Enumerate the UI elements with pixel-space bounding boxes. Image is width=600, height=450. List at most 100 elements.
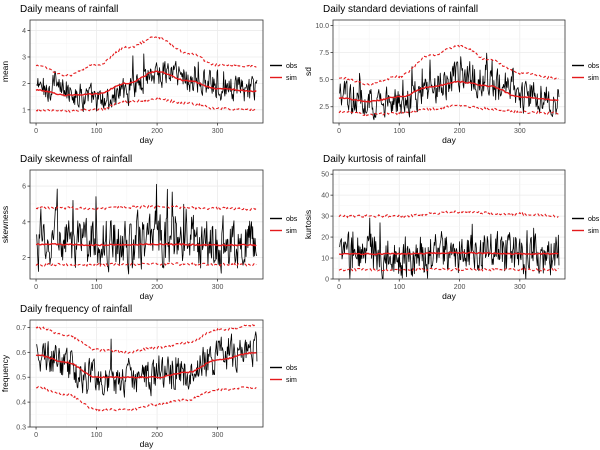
plot-area [338,209,560,279]
legend-sim-label: sim [286,377,297,384]
y-tick-label: 2.5 [319,104,329,111]
x-tick-label: 300 [514,128,526,135]
legend-obs-label: obs [286,216,298,223]
y-axis-label: kurtosis [303,210,313,239]
x-tick-label: 0 [34,284,38,291]
sim-bound-line [338,44,559,86]
plot-area [338,44,560,121]
obs-line [36,53,258,112]
sim-bound-line [338,104,559,117]
panel-title: Daily standard deviations of rainfall [323,4,478,15]
x-axis-label: day [140,135,154,145]
legend-obs-label: obs [588,63,600,70]
gridlines [30,170,263,279]
y-tick-label: 5.0 [319,77,329,84]
panel-title: Daily means of rainfall [20,4,118,15]
y-axis-label: frequency [0,354,10,392]
sim-median-line [35,70,257,97]
legend-obs-label: obs [286,63,298,70]
y-tick-label: 7.5 [319,50,329,57]
obs-line [36,183,258,275]
legend-obs-label: obs [286,365,298,372]
obs-line [339,52,560,121]
sim-bound-line [35,261,257,268]
legend: obs sim [270,216,298,235]
panel-skewness: 0 100 200 300 2 4 6 Daily skewness of rainfall d… [0,154,298,301]
sim-bound-line [35,35,257,77]
x-tick-label: 0 [34,432,38,439]
x-tick-label: 200 [454,284,466,291]
sim-median-line [339,251,559,256]
y-tick-label: 30 [321,214,329,221]
sim-median-line [35,351,257,379]
panel-border [29,319,264,428]
x-tick-label: 200 [151,128,163,135]
y-tick-label: 1 [22,107,26,114]
y-axis-label: skewness [0,206,10,243]
x-tick-label: 200 [454,128,466,135]
panel-border [29,19,264,124]
gridlines [333,20,565,123]
sim-bound-line [35,385,257,412]
panel-mean: 0 100 200 300 1 2 3 4 Daily means of rainfall day… [0,4,298,145]
plot-area [35,35,258,114]
legend-sim-label: sim [286,228,297,235]
sim-bound-line [35,97,257,114]
legend: obs sim [270,365,298,384]
plot-area [35,183,258,275]
y-axis-label: sd [303,67,313,76]
x-axis-label: day [140,439,154,449]
y-tick-label: 0.5 [16,375,26,382]
x-tick-label: 0 [337,128,341,135]
sim-bound-line [338,209,559,219]
y-tick-label: 6 [22,184,26,191]
panel-title: Daily kurtosis of rainfall [323,154,426,165]
y-tick-label: 4 [22,219,26,226]
x-tick-label: 100 [393,128,405,135]
x-axis-label: day [140,291,154,301]
y-tick-label: 2 [22,81,26,88]
y-tick-label: 0.4 [16,400,26,407]
gridlines [30,20,263,123]
y-tick-label: 0.3 [16,425,26,432]
y-tick-label: 20 [321,235,329,242]
obs-line [36,331,258,398]
legend: obs sim [572,63,600,82]
y-axis-label: mean [0,61,10,83]
plot-area [35,323,258,412]
y-tick-label: 40 [321,193,329,200]
legend: obs sim [572,216,600,235]
sim-bound-line [35,323,257,355]
sim-median-line [35,242,257,247]
y-tick-label: 10.0 [315,23,329,30]
x-tick-label: 100 [91,128,103,135]
x-tick-label: 100 [91,432,103,439]
y-tick-label: 2 [22,255,26,262]
panel-border [29,169,264,280]
panel-kurtosis: 0 100 200 300 0 10 20 30 40 50 Daily kurtosis of r… [303,154,600,301]
y-tick-label: 50 [321,172,329,179]
panel-sd: 0 100 200 300 2.5 5.0 7.5 10.0 Daily standard de… [303,4,600,145]
y-tick-label: 4 [22,28,26,35]
x-tick-label: 200 [151,432,163,439]
legend: obs sim [270,63,298,82]
y-tick-label: 10 [321,256,329,263]
panel-frequency: 0 100 200 300 0.3 0.4 0.5 0.6 0.7 Daily frequency… [0,304,298,449]
panel-border [332,169,566,280]
x-tick-label: 300 [212,284,224,291]
y-tick-label: 3 [22,54,26,61]
x-axis-label: day [442,135,456,145]
x-tick-label: 300 [514,284,526,291]
x-tick-label: 0 [34,128,38,135]
legend-sim-label: sim [588,75,599,82]
x-axis-label: day [442,291,456,301]
panel-border [332,19,566,124]
gridlines [333,170,565,280]
legend-sim-label: sim [286,75,297,82]
obs-line [339,217,560,279]
sim-bound-line [338,267,559,272]
sim-median-line [338,80,559,103]
y-tick-label: 0.6 [16,350,26,357]
sim-bound-line [35,204,257,211]
